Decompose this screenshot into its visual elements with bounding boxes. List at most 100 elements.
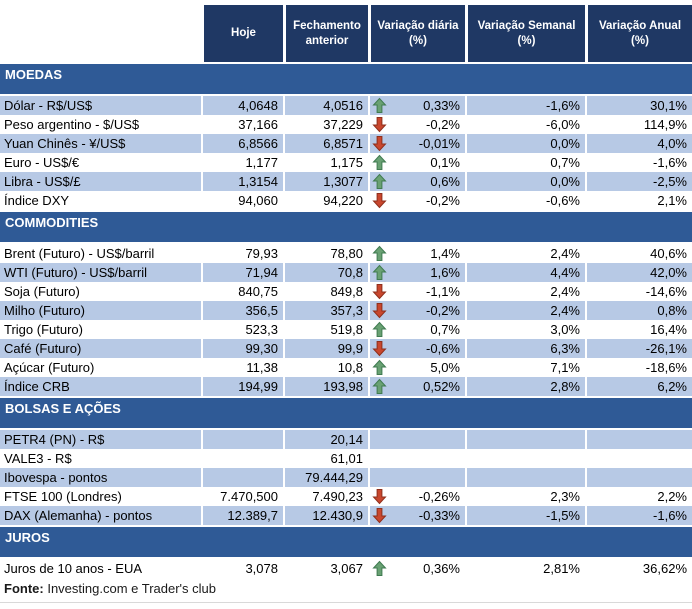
- table-row-trigo-futuro: Trigo (Futuro) 523,3 519,8 0,7% 3,0% 16,4%: [0, 320, 692, 339]
- source-text: Investing.com e Trader's club: [43, 581, 217, 596]
- annual-variation-value: [585, 468, 692, 487]
- fechamento-value: 10,8: [283, 358, 368, 377]
- daily-variation-value: 0,36%: [423, 561, 460, 576]
- source-label: Fonte:: [4, 581, 44, 596]
- daily-variation-value: -0,2%: [426, 193, 460, 208]
- column-header-hoje: Hoje: [201, 5, 283, 62]
- annual-variation-value: [585, 449, 692, 468]
- table-row-cafe-futuro: Café (Futuro) 99,30 99,9 -0,6% 6,3% -26,1%: [0, 339, 692, 358]
- fechamento-value: 20,14: [283, 430, 368, 449]
- row-label: Trigo (Futuro): [0, 320, 201, 339]
- weekly-variation-value: -6,0%: [465, 115, 585, 134]
- table-row-ibovespa-pontos: Ibovespa - pontos 79.444,29: [0, 468, 692, 487]
- down-arrow-icon: [372, 192, 387, 209]
- daily-variation-cell: [368, 468, 465, 487]
- daily-variation-cell: 0,7%: [368, 320, 465, 339]
- annual-variation-value: [585, 430, 692, 449]
- down-arrow-icon: [372, 135, 387, 152]
- annual-variation-value: -14,6%: [585, 282, 692, 301]
- down-arrow-icon: [372, 340, 387, 357]
- daily-variation-cell: -0,2%: [368, 191, 465, 210]
- hoje-value: 6,8566: [201, 134, 283, 153]
- annual-variation-value: 40,6%: [585, 244, 692, 263]
- daily-variation-value: 1,6%: [430, 265, 460, 280]
- fechamento-value: 1,175: [283, 153, 368, 172]
- hoje-value: [201, 430, 283, 449]
- weekly-variation-value: 2,4%: [465, 244, 585, 263]
- daily-variation-cell: -1,1%: [368, 282, 465, 301]
- annual-variation-value: -26,1%: [585, 339, 692, 358]
- fechamento-value: 193,98: [283, 377, 368, 396]
- fechamento-value: 6,8571: [283, 134, 368, 153]
- table-row-indice-crb: Índice CRB 194,99 193,98 0,52% 2,8% 6,2%: [0, 377, 692, 396]
- row-label: VALE3 - R$: [0, 449, 201, 468]
- hoje-value: [201, 468, 283, 487]
- daily-variation-value: -0,2%: [426, 117, 460, 132]
- hoje-value: 37,166: [201, 115, 283, 134]
- table-row-brent-futuro-us-barril: Brent (Futuro) - US$/barril 79,93 78,80 1,4…: [0, 244, 692, 263]
- down-arrow-icon: [372, 302, 387, 319]
- fechamento-value: 78,80: [283, 244, 368, 263]
- row-label: Café (Futuro): [0, 339, 201, 358]
- section-header-commodities: COMMODITIES: [0, 212, 692, 242]
- daily-variation-cell: 1,6%: [368, 263, 465, 282]
- weekly-variation-value: [465, 468, 585, 487]
- weekly-variation-value: 2,81%: [465, 559, 585, 578]
- down-arrow-icon: [372, 507, 387, 524]
- hoje-value: 7.470,500: [201, 487, 283, 506]
- daily-variation-cell: 0,6%: [368, 172, 465, 191]
- section-header-juros: JUROS: [0, 527, 692, 557]
- annual-variation-value: 0,8%: [585, 301, 692, 320]
- annual-variation-value: 30,1%: [585, 96, 692, 115]
- daily-variation-cell: 0,33%: [368, 96, 465, 115]
- annual-variation-value: -1,6%: [585, 153, 692, 172]
- up-arrow-icon: [372, 245, 387, 262]
- row-label: Índice CRB: [0, 377, 201, 396]
- column-header-fechamento-anterior: Fechamento anterior: [283, 5, 368, 62]
- table-row-dolar-r-us: Dólar - R$/US$ 4,0648 4,0516 0,33% -1,6% 30,1…: [0, 96, 692, 115]
- table-row-peso-argentino-us: Peso argentino - $/US$ 37,166 37,229 -0,2% -…: [0, 115, 692, 134]
- daily-variation-cell: -0,2%: [368, 115, 465, 134]
- annual-variation-value: 36,62%: [585, 559, 692, 578]
- fechamento-value: 94,220: [283, 191, 368, 210]
- row-label: Libra - US$/£: [0, 172, 201, 191]
- daily-variation-value: 5,0%: [430, 360, 460, 375]
- table-row-libra-us: Libra - US$/£ 1,3154 1,3077 0,6% 0,0% -2,5%: [0, 172, 692, 191]
- up-arrow-icon: [372, 264, 387, 281]
- column-header-variacao-semanal: Variação Semanal (%): [465, 5, 585, 62]
- table-row-wti-futuro-us-barril: WTI (Futuro) - US$/barril 71,94 70,8 1,6% 4,…: [0, 263, 692, 282]
- weekly-variation-value: 2,4%: [465, 282, 585, 301]
- fechamento-value: 1,3077: [283, 172, 368, 191]
- table-row-soja-futuro: Soja (Futuro) 840,75 849,8 -1,1% 2,4% -14,6%: [0, 282, 692, 301]
- row-label: FTSE 100 (Londres): [0, 487, 201, 506]
- daily-variation-cell: 5,0%: [368, 358, 465, 377]
- down-arrow-icon: [372, 116, 387, 133]
- weekly-variation-value: -0,6%: [465, 191, 585, 210]
- daily-variation-cell: -0,33%: [368, 506, 465, 525]
- annual-variation-value: 16,4%: [585, 320, 692, 339]
- daily-variation-value: 0,6%: [430, 174, 460, 189]
- table-row-yuan-chines-us: Yuan Chinês - ¥/US$ 6,8566 6,8571 -0,01% 0,0…: [0, 134, 692, 153]
- row-label: Yuan Chinês - ¥/US$: [0, 134, 201, 153]
- annual-variation-value: -1,6%: [585, 506, 692, 525]
- daily-variation-cell: 0,52%: [368, 377, 465, 396]
- hoje-value: 356,5: [201, 301, 283, 320]
- daily-variation-value: 0,7%: [430, 322, 460, 337]
- weekly-variation-value: 0,7%: [465, 153, 585, 172]
- table-header: Hoje Fechamento anterior Variação diária (…: [0, 5, 692, 62]
- table-row-acucar-futuro: Açúcar (Futuro) 11,38 10,8 5,0% 7,1% -18,6%: [0, 358, 692, 377]
- hoje-value: [201, 449, 283, 468]
- table-row-milho-futuro: Milho (Futuro) 356,5 357,3 -0,2% 2,4% 0,8%: [0, 301, 692, 320]
- row-label: Açúcar (Futuro): [0, 358, 201, 377]
- annual-variation-value: -2,5%: [585, 172, 692, 191]
- annual-variation-value: 4,0%: [585, 134, 692, 153]
- row-label: PETR4 (PN) - R$: [0, 430, 201, 449]
- fechamento-value: 4,0516: [283, 96, 368, 115]
- weekly-variation-value: 2,3%: [465, 487, 585, 506]
- fechamento-value: 519,8: [283, 320, 368, 339]
- fechamento-value: 99,9: [283, 339, 368, 358]
- hoje-value: 3,078: [201, 559, 283, 578]
- up-arrow-icon: [372, 321, 387, 338]
- up-arrow-icon: [372, 378, 387, 395]
